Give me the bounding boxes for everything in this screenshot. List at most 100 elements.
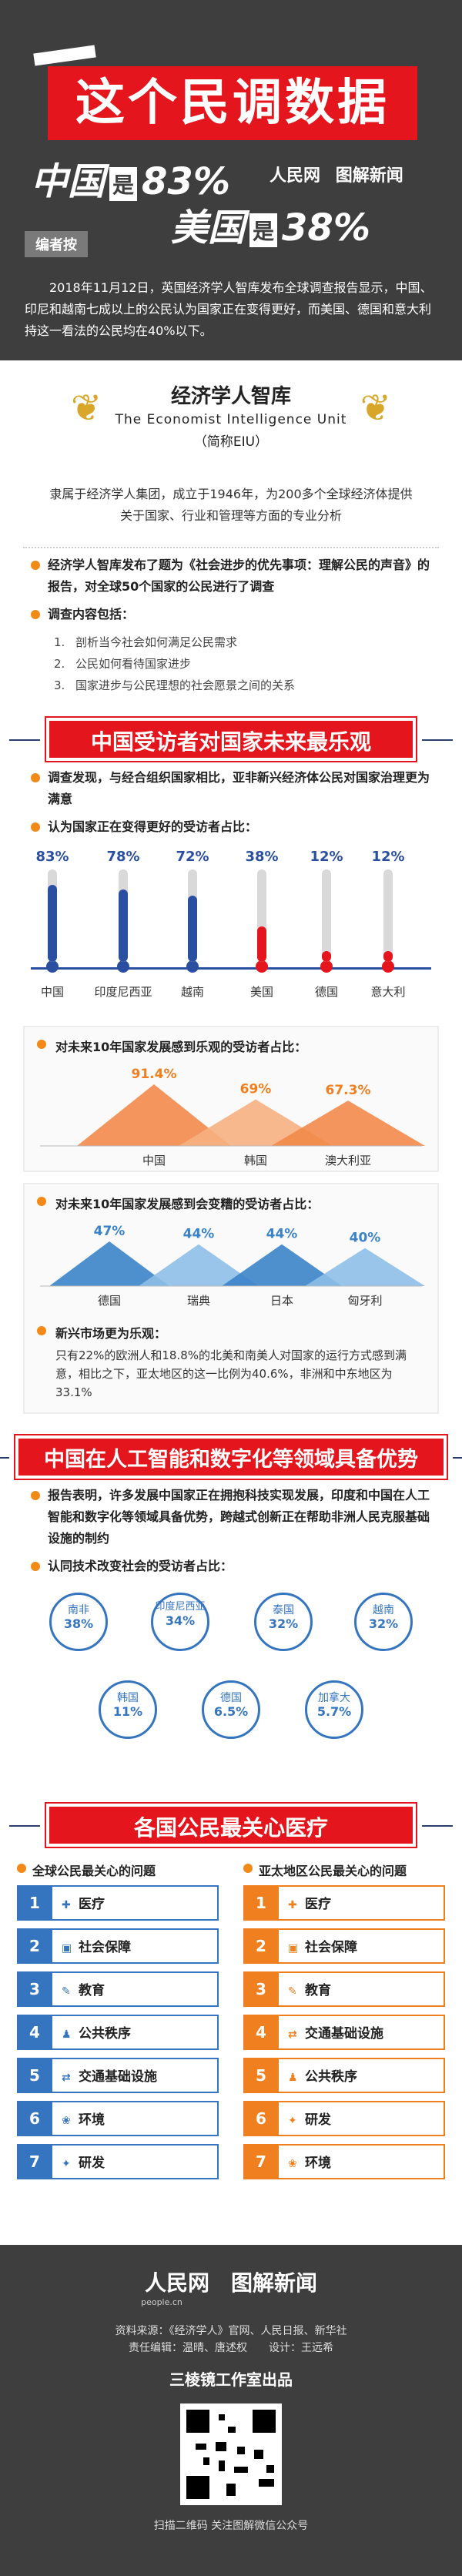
peak-value: 47%	[94, 1224, 126, 1239]
intro-bullet: 经济学人智库发布了题为《社会进步的优先事项：理解公民的声音》的报告，对全球50个…	[0, 548, 462, 598]
editor-note: 2018年11月12日，英国经济学人智库发布全球调查报告显示，中国、印尼和越南七…	[0, 277, 462, 360]
qr-module	[259, 2479, 274, 2487]
qr-module	[237, 2447, 245, 2454]
list-item: 1. 剖析当今社会如何满足公民需求	[54, 631, 431, 653]
qr-module	[196, 2444, 206, 2450]
mountain-peak	[49, 1241, 169, 1286]
concern-icon: ♟	[288, 2072, 298, 2084]
thermometer-label: 德国	[314, 985, 338, 999]
concern-text: 教育	[79, 1983, 105, 1998]
thermometer-tube	[322, 869, 331, 962]
tujie-logo: 图解新闻	[231, 2270, 318, 2296]
thermometer-value: 38%	[245, 849, 279, 865]
concern-icon: ⇄	[62, 2072, 71, 2084]
rank-number: 3	[243, 1971, 279, 2007]
thermometer-label: 印度尼西亚	[94, 985, 152, 999]
concern-icon: ✚	[288, 1899, 297, 1911]
thermometer-fill	[48, 885, 57, 962]
section1-bullet: 调查发现，与经合组织国家相比，亚非新兴经济体公民对国家治理更为满意	[0, 761, 462, 810]
qr-module	[253, 2410, 276, 2433]
laurel-icon: ❦	[360, 387, 391, 430]
concern-text: 环境	[305, 2156, 331, 2171]
concern-label: ♟ 公共秩序	[52, 2015, 219, 2050]
concern-item: 6 ✦ 研发	[243, 2101, 445, 2136]
optimism-panel: 对未来10年国家发展感到乐观的受访者占比： 91.4% 中国 69% 韩国 67.3% 澳…	[23, 1026, 439, 1172]
headline-country: 中国	[31, 160, 105, 203]
headline-value: 38%	[282, 206, 370, 250]
concern-icon: ❀	[288, 2158, 297, 2170]
concern-item: 3 ✎ 教育	[243, 1971, 445, 2007]
peak-label: 澳大利亚	[325, 1154, 371, 1167]
rank-number: 7	[243, 2144, 279, 2179]
rank-number: 6	[243, 2101, 279, 2136]
concern-label: ▣ 社会保障	[52, 1928, 219, 1964]
mountain-chart-optimism: 91.4% 中国 69% 韩国 67.3% 澳大利亚	[40, 1067, 425, 1167]
thermometer-bulb	[186, 960, 199, 973]
peak-value: 91.4%	[132, 1067, 177, 1082]
stat-circle: 泰国 32%	[254, 1593, 313, 1651]
circle-value: 32%	[368, 1616, 399, 1631]
thermometer-4: 12% 德国	[297, 849, 356, 1000]
headline-banner: 这个民调数据	[48, 66, 417, 140]
list-title: 亚太地区公民最关心的问题	[243, 1861, 445, 1885]
circle-value: 38%	[63, 1616, 94, 1631]
concern-label: ✦ 研发	[52, 2144, 219, 2179]
circle-value: 5.7%	[316, 1704, 352, 1719]
qr-module	[203, 2457, 209, 2465]
concern-item: 4 ⇄ 交通基础设施	[243, 2015, 445, 2050]
concern-label: ♟ 公共秩序	[279, 2058, 445, 2093]
concern-icon: ✚	[62, 1899, 71, 1911]
concern-item: 7 ✦ 研发	[17, 2144, 219, 2179]
concern-icon: ♟	[62, 2028, 72, 2041]
circle-value: 6.5%	[213, 1704, 249, 1719]
section-banner-ai: 中国在人工智能和数字化等领域具备优势	[0, 1434, 462, 1480]
thermometer-value: 12%	[371, 849, 405, 865]
rank-number: 1	[17, 1885, 52, 1921]
rank-number: 3	[17, 1971, 52, 2007]
thermometer-tube	[48, 869, 57, 962]
stat-circle: 加拿大 5.7%	[305, 1680, 363, 1739]
concern-label: ✦ 研发	[279, 2101, 445, 2136]
thermometer-value: 83%	[35, 849, 69, 865]
concerns-lists: 全球公民最关心的问题 1 ✚ 医疗 2 ▣ 社会保障 3 ✎ 教育 4 ♟ 公共秩序 5 ⇄ 交通基础设施 6…	[0, 1861, 462, 2223]
scan-hint: 扫描二维码 关注图解微信公众号	[153, 2520, 309, 2532]
eiu-name-en: The Economist Intelligence Unit	[115, 412, 347, 427]
concern-item: 5 ♟ 公共秩序	[243, 2058, 445, 2093]
mountain-peak	[222, 1244, 342, 1286]
thermometer-value: 72%	[176, 849, 209, 865]
thermometer-0: 83% 中国	[23, 849, 82, 1000]
peak-label: 瑞典	[187, 1294, 210, 1308]
stat-circle: 印度尼西亚 34%	[151, 1593, 209, 1651]
panel-subtitle: 新兴市场更为乐观：	[25, 1314, 437, 1342]
section2-bullet: 报告表明，许多发展中国家正在拥抱科技实现发展，印度和中国在人工智能和数字化等领域…	[0, 1479, 462, 1549]
section-banner-optimism: 中国受访者对国家未来最乐观	[9, 716, 453, 762]
stat-circle: 德国 6.5%	[202, 1680, 260, 1739]
concern-item: 2 ▣ 社会保障	[243, 1928, 445, 1964]
qr-module	[219, 2414, 225, 2420]
list-number: 1.	[54, 635, 65, 649]
is-label: 是	[109, 167, 138, 201]
qr-code[interactable]	[180, 2403, 282, 2505]
divider	[23, 527, 439, 548]
rank-number: 4	[243, 2015, 279, 2050]
concern-icon: ▣	[288, 1942, 299, 1955]
circle-chart: 南非 38% 印度尼西亚 34% 泰国 32% 越南 32% 韩国 11% 德国 6.5% 加拿大 5.7…	[0, 1585, 462, 1793]
concern-label: ✚ 医疗	[52, 1885, 219, 1921]
editor-note-tag: 编者按	[25, 231, 88, 257]
peak-label: 韩国	[244, 1154, 267, 1167]
concern-item: 7 ❀ 环境	[243, 2144, 445, 2179]
headline-value: 83%	[142, 160, 230, 203]
circle-value: 32%	[268, 1616, 299, 1631]
mountain-peak	[305, 1248, 425, 1286]
concern-text: 研发	[79, 2156, 105, 2171]
thermometer-value: 78%	[106, 849, 140, 865]
headline-usa: 美国是 38%	[171, 197, 370, 251]
concern-item: 6 ❀ 环境	[17, 2101, 219, 2136]
thermometer-bulb	[320, 960, 333, 973]
section1-subtitle: 认为国家正在变得更好的受访者占比：	[0, 810, 462, 838]
concern-icon: ▣	[62, 1942, 72, 1955]
concern-item: 2 ▣ 社会保障	[17, 1928, 219, 1964]
thermometer-3: 38% 美国	[233, 849, 291, 1000]
thermometer-fill	[188, 895, 197, 962]
qr-module	[254, 2450, 263, 2459]
